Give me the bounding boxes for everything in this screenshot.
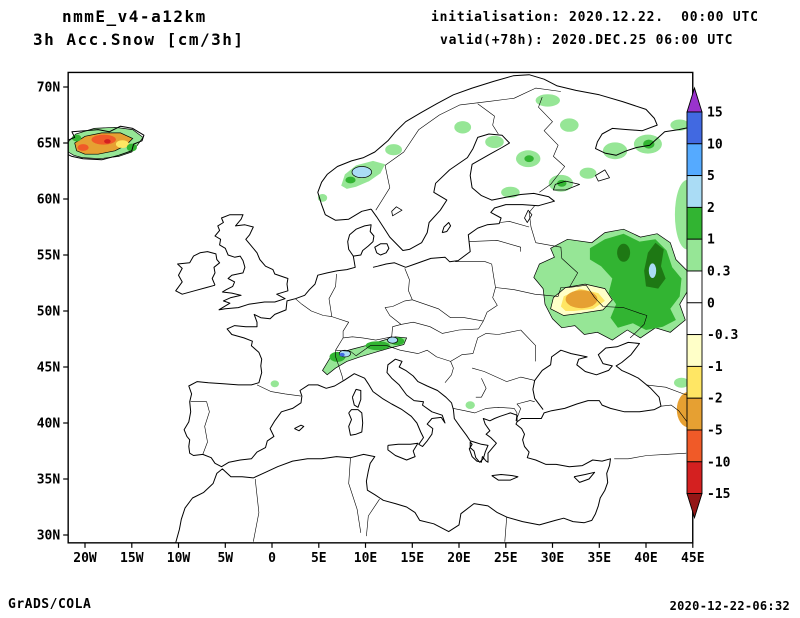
colorbar-label: 0.3 — [707, 265, 730, 280]
product-title: 3h Acc.Snow [cm/3h] — [33, 30, 245, 49]
valid-time: valid(+78h): 2020.DEC.25 06:00 UTC — [440, 33, 734, 48]
colorbar-label: 2 — [707, 201, 715, 216]
lon-tick-label: 35E — [588, 551, 611, 566]
colorbar-segment — [686, 302, 703, 336]
colorbar-bottom-arrow — [686, 493, 703, 520]
colorbar-segment — [686, 111, 703, 145]
lon-tick-label: 0 — [268, 551, 276, 566]
grads-credit: GrADS/COLA — [8, 597, 92, 612]
lon-tick-label: 20E — [447, 551, 470, 566]
colorbar-label: 1 — [707, 233, 715, 248]
colorbar-label: 10 — [707, 137, 723, 152]
model-title: nmmE_v4-a12km — [62, 7, 207, 26]
lon-tick-label: 40E — [634, 551, 657, 566]
lat-tick-label: 60N — [37, 193, 61, 208]
colorbar-label: -2 — [707, 392, 723, 407]
colorbar-segment — [686, 461, 703, 495]
colorbar: 15 10 5 2 1 0.3 0 -0.3 -1 -2 -5 -10 -15 — [686, 86, 738, 520]
colorbar-label: 0 — [707, 296, 715, 311]
lon-tick-label: 10E — [354, 551, 377, 566]
lat-tick-label: 65N — [37, 137, 61, 152]
lon-tick-label: 15E — [401, 551, 424, 566]
creation-timestamp: 2020-12-22-06:32 — [669, 599, 790, 613]
lon-tick-label: 5W — [217, 551, 233, 566]
colorbar-label: -1 — [707, 360, 723, 375]
colorbar-label: -15 — [707, 487, 730, 502]
lon-tick-label: 25E — [494, 551, 517, 566]
lon-tick-label: 20W — [73, 551, 97, 566]
lat-tick-label: 30N — [37, 529, 61, 544]
lon-tick-label: 5E — [311, 551, 327, 566]
colorbar-segment — [686, 334, 703, 367]
lon-tick-label: 30E — [541, 551, 564, 566]
colorbar-segment — [686, 206, 703, 240]
lon-tick-label: 45E — [681, 551, 704, 566]
lon-tick-label: 15W — [120, 551, 144, 566]
colorbar-segment — [686, 397, 703, 431]
colorbar-label: -5 — [707, 424, 723, 439]
colorbar-label: 5 — [707, 169, 715, 184]
lat-tick-label: 35N — [37, 473, 61, 488]
colorbar-segment — [686, 365, 703, 399]
colorbar-top-arrow — [686, 86, 703, 113]
colorbar-label: -0.3 — [707, 328, 738, 343]
lat-tick-label: 70N — [37, 81, 61, 96]
colorbar-segment — [686, 429, 703, 463]
lat-tick-label: 45N — [37, 361, 61, 376]
colorbar-segment — [686, 175, 703, 208]
initialisation-time: initialisation: 2020.12.22. 00:00 UTC — [431, 10, 759, 25]
coastline-layer — [68, 74, 691, 543]
colorbar-segment — [686, 270, 703, 304]
lat-tick-label: 40N — [37, 417, 61, 432]
colorbar-label: 15 — [707, 106, 723, 121]
lat-tick-label: 55N — [37, 249, 61, 264]
snow-shading-layer — [68, 94, 693, 428]
lat-tick-label: 50N — [37, 305, 61, 320]
lon-tick-label: 10W — [167, 551, 191, 566]
colorbar-segment — [686, 143, 703, 177]
colorbar-segment — [686, 238, 703, 272]
axes: 20W 15W 10W 5W 0 5E 10E 15E 20E 25E 30E 35E 40E 45E 30… — [37, 81, 705, 566]
colorbar-label: -10 — [707, 455, 731, 470]
